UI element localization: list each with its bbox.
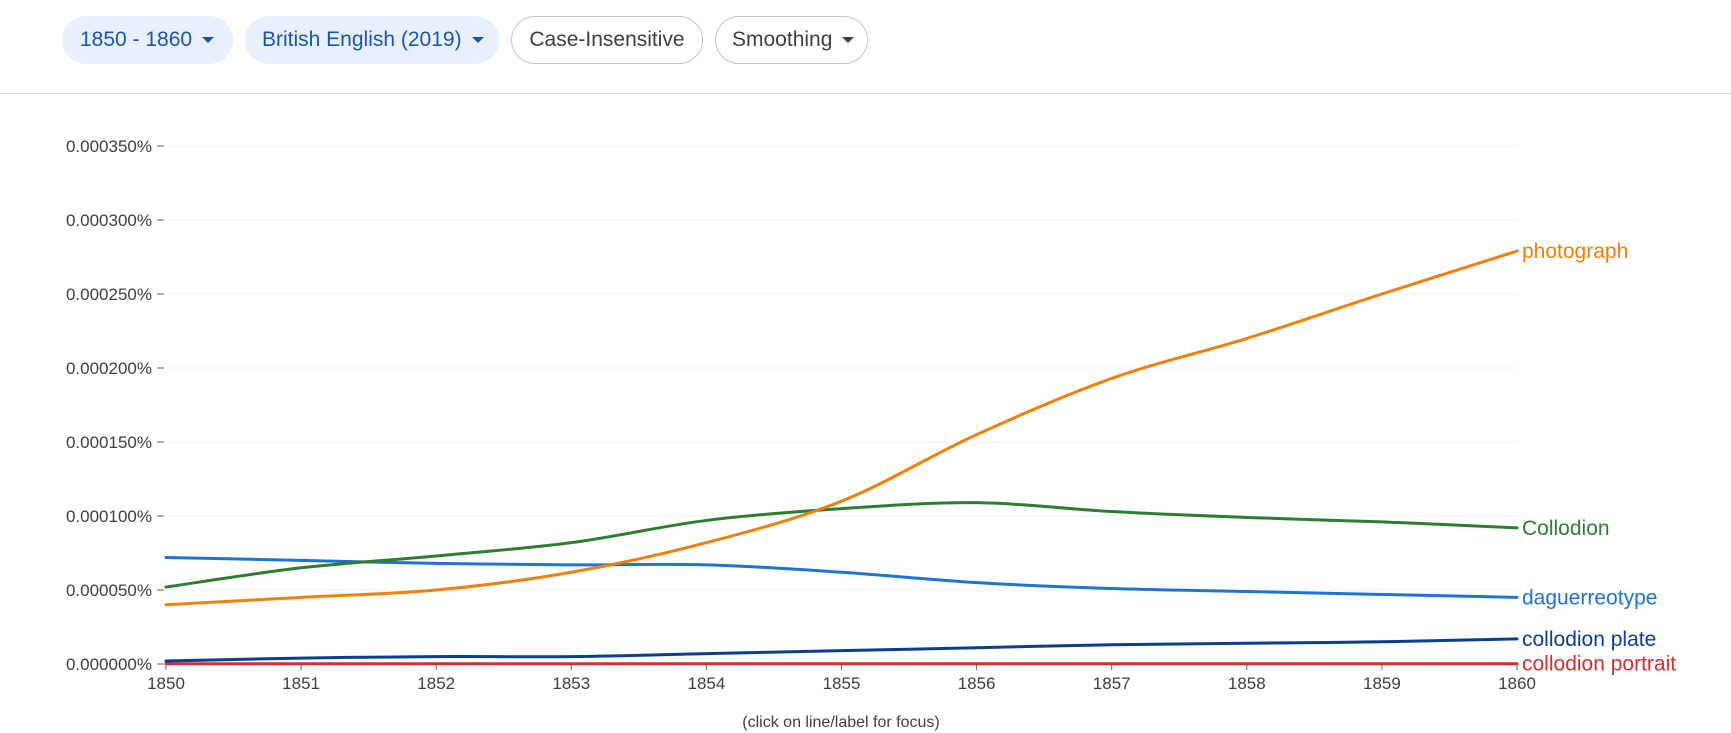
x-tick-label: 1856	[958, 674, 996, 693]
y-tick-label: 0.000050%	[66, 581, 152, 600]
y-axis: 0.000000% 0.000050% 0.000100% 0.000150% 0.00…	[66, 137, 164, 674]
smoothing-label: Smoothing	[732, 28, 833, 51]
series-line-photograph[interactable]	[164, 249, 1519, 607]
case-insensitive-toggle[interactable]: Case-Insensitive	[511, 16, 703, 64]
smoothing-dropdown[interactable]: Smoothing	[715, 16, 868, 64]
series-label-daguerreotype[interactable]: daguerreotype	[1522, 586, 1657, 609]
x-tick-label: 1850	[147, 674, 185, 693]
case-insensitive-label: Case-Insensitive	[529, 28, 685, 51]
series-labels[interactable]: photograph Collodion daguerreotype collodio…	[1522, 240, 1676, 676]
y-tick-label: 0.000000%	[66, 655, 152, 674]
corpus-dropdown[interactable]: British English (2019)	[245, 16, 499, 64]
x-tick-label: 1852	[417, 674, 455, 693]
focus-hint: (click on line/label for focus)	[742, 714, 940, 731]
corpus-label: British English (2019)	[262, 28, 462, 51]
series-label-collodion-portrait[interactable]: collodion portrait	[1522, 653, 1676, 676]
series-label-collodion[interactable]: Collodion	[1522, 517, 1610, 540]
y-tick-label: 0.000300%	[66, 211, 152, 230]
y-tick-label: 0.000150%	[66, 433, 152, 452]
y-tick-label: 0.000200%	[66, 359, 152, 378]
toolbar: 1850 - 1860 British English (2019) Case-…	[0, 0, 1731, 94]
series-line-daguerreotype[interactable]	[164, 555, 1519, 599]
x-tick-label: 1855	[823, 674, 861, 693]
x-tick-label: 1859	[1363, 674, 1401, 693]
chevron-down-icon	[471, 37, 484, 43]
chevron-down-icon	[842, 37, 855, 43]
ngram-chart[interactable]: 0.000000% 0.000050% 0.000100% 0.000150% 0.00…	[0, 95, 1731, 710]
x-tick-label: 1860	[1498, 674, 1536, 693]
series-lines[interactable]	[164, 249, 1519, 666]
series-line-collodion-plate[interactable]	[164, 637, 1519, 663]
grid-lines	[166, 145, 1517, 591]
x-tick-label: 1853	[552, 674, 590, 693]
chevron-down-icon	[202, 37, 215, 43]
x-axis: 1850 1851 1852 1853 1854 1855 1856 1857 1858 1859…	[147, 663, 1536, 693]
y-tick-label: 0.000350%	[66, 137, 152, 156]
y-tick-label: 0.000250%	[66, 285, 152, 304]
series-label-photograph[interactable]: photograph	[1522, 240, 1628, 263]
series-line-collodion[interactable]	[164, 501, 1519, 589]
x-tick-label: 1854	[687, 674, 725, 693]
x-tick-label: 1857	[1093, 674, 1131, 693]
year-range-label: 1850 - 1860	[80, 28, 193, 51]
x-tick-label: 1851	[282, 674, 320, 693]
series-label-collodion-plate[interactable]: collodion plate	[1522, 628, 1656, 651]
year-range-dropdown[interactable]: 1850 - 1860	[62, 16, 233, 64]
y-tick-label: 0.000100%	[66, 507, 152, 526]
x-tick-label: 1858	[1228, 674, 1266, 693]
